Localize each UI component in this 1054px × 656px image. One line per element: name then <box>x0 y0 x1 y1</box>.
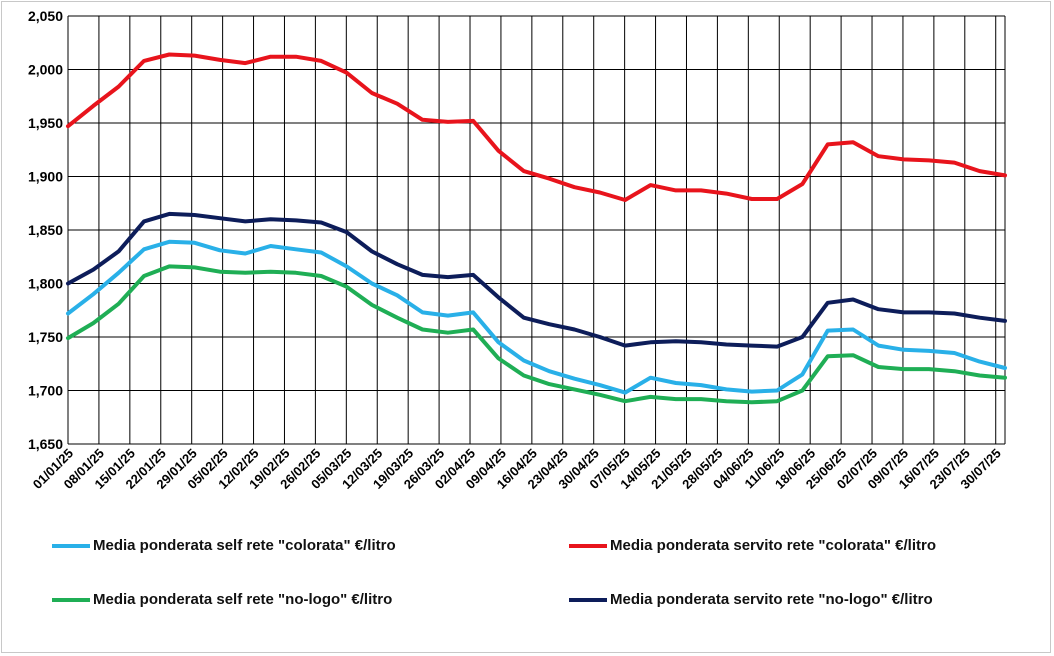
chart-series <box>66 52 1007 405</box>
legend-item-servito-nologo: Media ponderata servito rete "no-logo" €… <box>569 591 933 608</box>
series-line-1 <box>66 52 1007 202</box>
y-tick-label: 1,700 <box>28 383 63 399</box>
legend-label: Media ponderata self rete "colorata" €/l… <box>93 537 396 554</box>
y-tick-label: 1,650 <box>28 436 63 452</box>
legend-swatch <box>52 597 90 602</box>
legend-swatch <box>569 543 607 548</box>
legend-item-servito-colorata: Media ponderata servito rete "colorata" … <box>569 537 936 554</box>
y-tick-label: 1,750 <box>28 329 63 345</box>
legend-item-self-colorata: Media ponderata self rete "colorata" €/l… <box>52 537 396 554</box>
y-tick-label: 1,800 <box>28 276 63 292</box>
legend-label: Media ponderata self rete "no-logo" €/li… <box>93 591 393 608</box>
series-line-2 <box>66 264 1007 405</box>
legend-item-self-nologo: Media ponderata self rete "no-logo" €/li… <box>52 591 392 608</box>
y-tick-label: 1,900 <box>28 169 63 185</box>
y-tick-label: 1,850 <box>28 222 63 238</box>
chart-grid <box>67 15 1006 445</box>
series-line-0 <box>66 239 1007 395</box>
y-tick-label: 2,000 <box>28 62 63 78</box>
series-line-3 <box>66 211 1007 349</box>
legend-swatch <box>569 597 607 602</box>
x-axis-ticks: 01/01/2508/01/2515/01/2522/01/2529/01/25… <box>30 446 1004 492</box>
y-tick-label: 1,950 <box>28 115 63 131</box>
y-tick-label: 2,050 <box>28 8 63 24</box>
legend-swatch <box>52 543 90 548</box>
y-axis-ticks: 1,650 1,700 1,750 1,800 1,850 1,900 1,950 2,000… <box>28 8 63 452</box>
legend-label: Media ponderata servito rete "no-logo" €… <box>610 591 933 608</box>
legend-label: Media ponderata servito rete "colorata" … <box>610 537 936 554</box>
